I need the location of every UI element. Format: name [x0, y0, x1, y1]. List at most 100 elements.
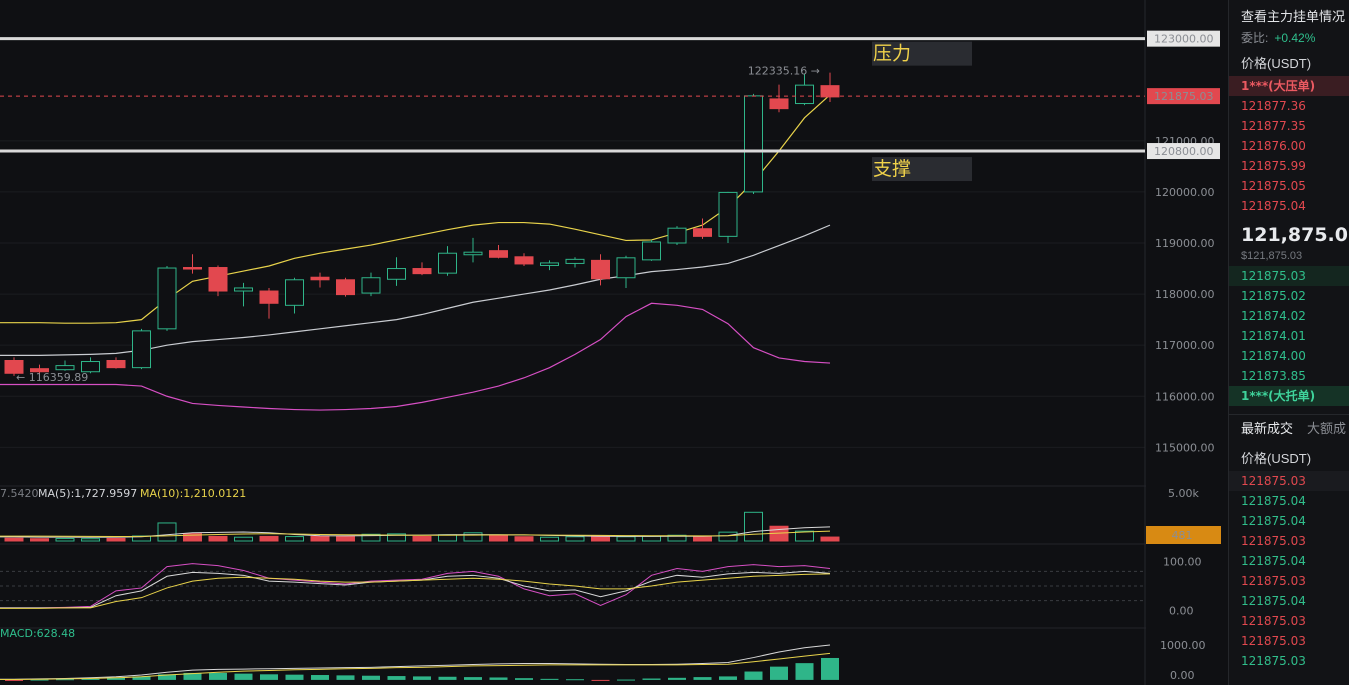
candle [259, 287, 279, 319]
candle-body [667, 227, 687, 244]
last-price-usd: $121,875.03 [1241, 250, 1303, 262]
candle-body [489, 250, 508, 258]
candle [616, 255, 636, 288]
price-tick: 120000.00 [1155, 186, 1215, 199]
order-book-title[interactable]: 查看主力挂单情况 [1241, 9, 1346, 24]
ask-row[interactable]: 121877.36 [1241, 99, 1306, 113]
candle [591, 254, 610, 286]
macd-bar [438, 676, 457, 680]
candle-body [310, 276, 330, 281]
candle-body [30, 368, 49, 373]
bid-row[interactable]: 121875.03 [1229, 266, 1349, 286]
candle-body [412, 268, 432, 275]
candle [565, 257, 585, 268]
bid-row[interactable]: 121873.85 [1241, 369, 1306, 383]
candle-body [744, 95, 763, 193]
bollinger-lower [0, 302, 831, 411]
candle [208, 265, 228, 297]
volume-ma10 [0, 530, 831, 537]
macd-bar [209, 672, 227, 680]
volume-bar [361, 533, 381, 542]
candle-body [642, 241, 661, 261]
candle [769, 84, 789, 113]
candle-body [183, 267, 202, 270]
ask-row[interactable]: 121875.99 [1241, 159, 1306, 173]
tab-large-trades[interactable]: 大额成 [1307, 421, 1347, 436]
macd-label: MACD:628.48 [0, 627, 75, 640]
trade-row: 121875.04 [1241, 554, 1306, 568]
bid-row[interactable]: 121875.02 [1241, 289, 1306, 303]
candle-body [259, 290, 279, 304]
macd-bar [693, 677, 712, 680]
support-axis-label-box [1147, 143, 1220, 160]
trade-row: 121875.04 [1241, 594, 1306, 608]
macd-bar [183, 672, 202, 680]
candle-body [361, 277, 381, 294]
volume-bar [106, 537, 126, 542]
trade-row: 121875.03 [1229, 471, 1349, 491]
bid-row[interactable]: 121874.01 [1241, 329, 1306, 343]
price-tick: 115000.00 [1155, 441, 1215, 454]
macd-bar [311, 675, 329, 680]
volume-bar [4, 537, 24, 542]
candle-body [769, 98, 789, 110]
trade-list: 121875.03 121875.04 121875.04 121875.03 1218… [1229, 471, 1349, 671]
bollinger-middle [0, 224, 831, 356]
bid-row[interactable]: 121874.02 [1241, 309, 1306, 323]
candle [693, 218, 712, 239]
trade-row: 121875.03 [1241, 574, 1306, 588]
oscillator-pane: 100.00 0.00 [0, 556, 1202, 617]
macd-bar [81, 678, 100, 680]
macd-bar [132, 676, 151, 680]
candle [310, 272, 330, 288]
candle [81, 357, 100, 374]
candle-body [514, 256, 534, 265]
grid [0, 0, 1228, 685]
ask-row[interactable]: 121875.05 [1241, 179, 1306, 193]
candle-body [718, 191, 738, 237]
macd-bar [260, 674, 278, 680]
ask-row[interactable]: 121875.04 [1241, 199, 1306, 213]
macd-pane: MACD:628.48 1000.00 0.00 [0, 627, 1206, 682]
candle [132, 328, 151, 370]
macd-bar [668, 677, 686, 680]
candle [463, 237, 483, 263]
candle [285, 277, 304, 314]
oscillator-d [0, 573, 831, 609]
macd-bar [387, 676, 406, 680]
candle [183, 254, 202, 274]
volume-bar [744, 511, 763, 542]
big-bid-row[interactable]: 1***(大托单) [1229, 386, 1349, 406]
ask-row[interactable]: 121876.00 [1241, 139, 1306, 153]
macd-bar [795, 663, 814, 680]
resistance-label: 压力 [873, 43, 911, 65]
volume-bar [234, 536, 253, 542]
macd-bar [821, 657, 839, 680]
candle-body [438, 252, 457, 274]
candle-body [208, 267, 228, 292]
macd-bar [234, 673, 253, 680]
candle [642, 239, 661, 261]
current-price-axis-label: 121875.03 [1154, 90, 1214, 103]
bid-row[interactable]: 121874.00 [1241, 349, 1306, 363]
macd-bar [413, 676, 431, 680]
trade-price-header: 价格(USDT) [1241, 451, 1312, 466]
tab-latest-trades[interactable]: 最新成交 [1241, 421, 1294, 436]
volume-bar [565, 536, 585, 542]
volume-ma5-label: MA(5):1,727.9597 [38, 487, 137, 500]
resistance-axis-label-box [1147, 30, 1220, 47]
candle [540, 260, 559, 271]
candle-body [616, 257, 636, 279]
macd-bar [566, 679, 584, 681]
candle [30, 364, 49, 375]
macd-bar [719, 676, 737, 680]
ratio-label: 委比: [1241, 31, 1269, 45]
trade-row: 121875.03 [1241, 654, 1306, 668]
big-ask-row[interactable]: 1***(大压单) [1229, 76, 1349, 96]
ask-row[interactable]: 121877.35 [1241, 119, 1306, 133]
price-column-header: 价格(USDT) [1241, 56, 1312, 71]
volume-bar [514, 536, 534, 542]
volume-ma10-label: MA(10):1,210.0121 [140, 487, 246, 500]
macd-bar [642, 678, 661, 680]
